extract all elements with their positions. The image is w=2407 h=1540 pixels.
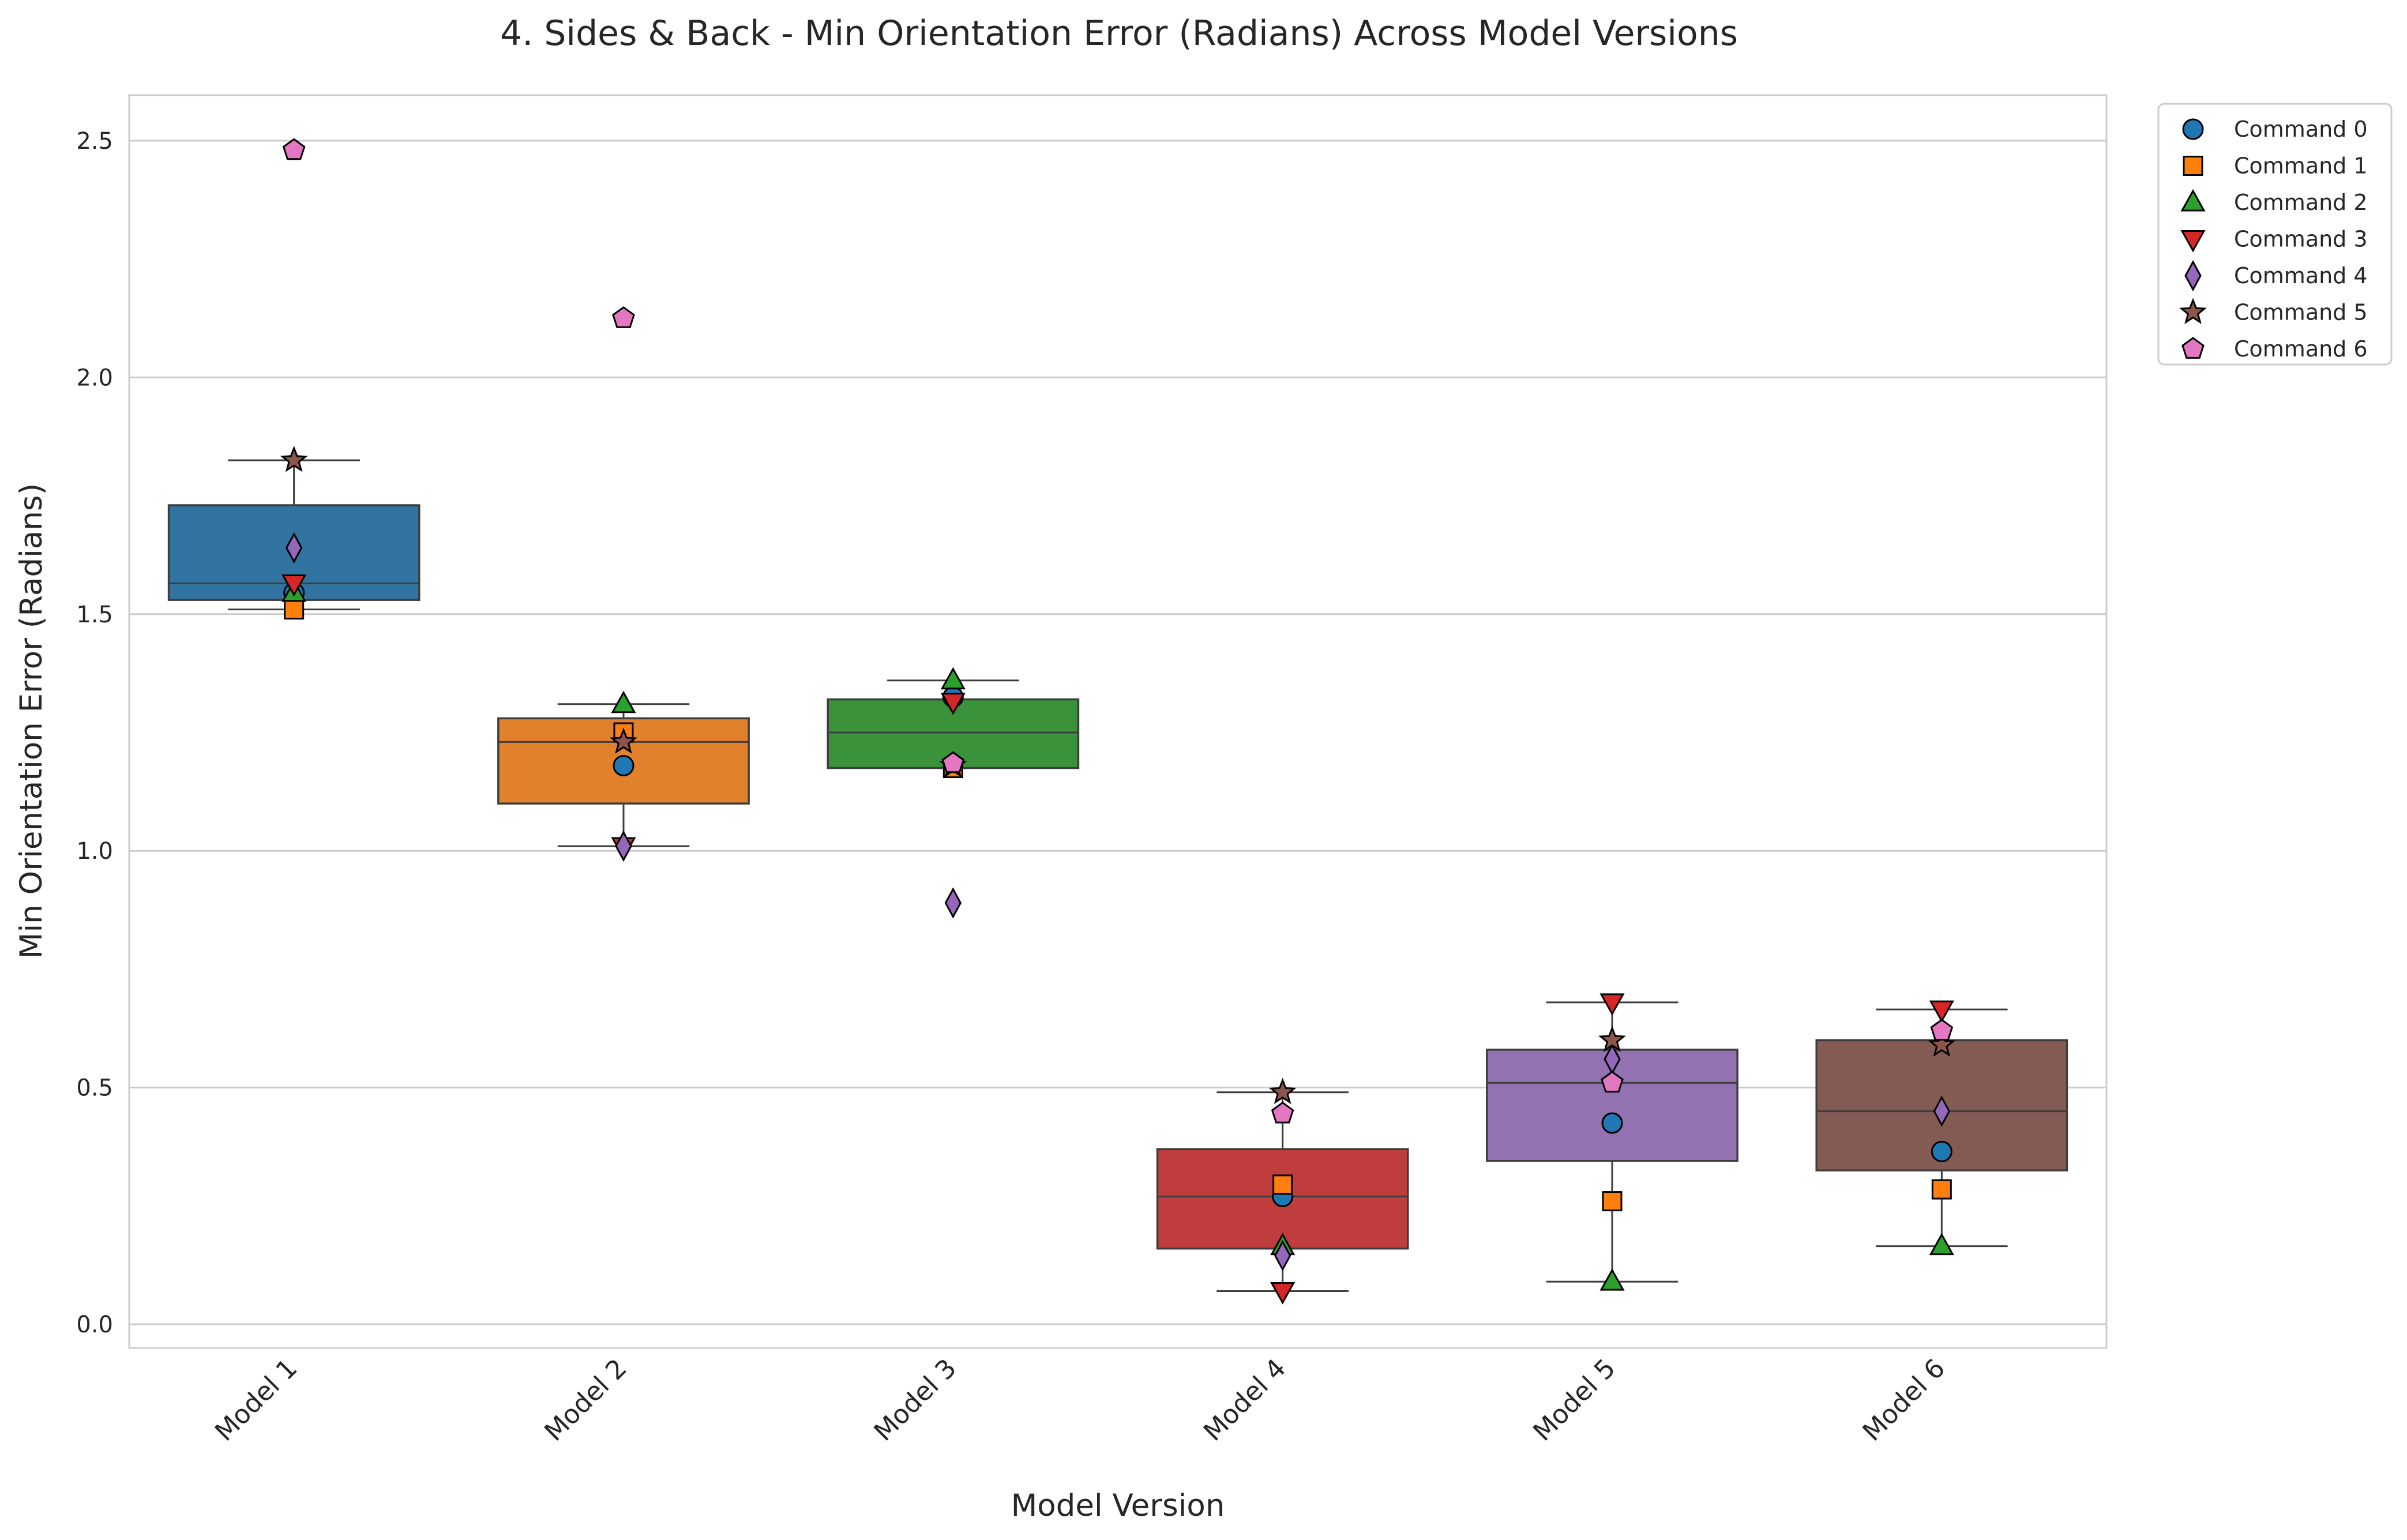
y-tick-label: 0.5 <box>76 1075 113 1102</box>
x-tick-label: Model 6 <box>1857 1353 1951 1447</box>
point-command-5-model-5 <box>1598 1026 1626 1052</box>
legend-label: Command 1 <box>2234 153 2368 179</box>
point-command-1-model-4 <box>1272 1174 1293 1195</box>
point-command-0-model-6 <box>1931 1140 1952 1162</box>
plot-area <box>128 94 2108 1349</box>
x-tick-labels: Model 1 Model 2 Model 3 Model 4 Model 5 Model… <box>209 1353 1951 1447</box>
y-tick-label: 1.5 <box>76 602 113 628</box>
series-4 <box>285 532 1951 1272</box>
legend-label: Command 5 <box>2234 300 2368 325</box>
point-command-3-model-3 <box>940 693 966 715</box>
y-tick-label: 1.0 <box>76 838 113 865</box>
point-command-3-model-6 <box>1929 1000 1954 1023</box>
point-command-6-model-4 <box>1271 1101 1294 1124</box>
legend-marker <box>2181 337 2205 359</box>
point-command-5-model-4 <box>1268 1077 1297 1105</box>
x-tick-label: Model 5 <box>1527 1353 1621 1447</box>
point-command-1-model-5 <box>1602 1191 1623 1212</box>
chart-title: 4. Sides & Back - Min Orientation Error … <box>500 13 1738 54</box>
point-command-5-model-2 <box>610 727 637 754</box>
point-command-4-model-6 <box>1933 1095 1951 1127</box>
legend-marker <box>2180 230 2206 253</box>
x-tick-label: Model 3 <box>868 1353 962 1447</box>
series-6 <box>282 138 1954 1124</box>
point-command-2-model-2 <box>611 690 636 713</box>
point-command-2-model-3 <box>940 667 966 690</box>
legend: Command 0 Command 1 Command 2 Command 3 Comm… <box>2157 103 2393 366</box>
point-command-1-model-1 <box>284 599 305 620</box>
point-command-5-model-1 <box>280 445 308 472</box>
legend-item-2: Command 2 <box>2180 189 2368 215</box>
point-command-0-model-2 <box>613 754 634 776</box>
point-command-6-model-6 <box>1930 1019 1954 1041</box>
x-tick-label: Model 1 <box>209 1353 303 1447</box>
y-tick-labels: 0.0 0.5 1.0 1.5 2.0 2.5 <box>76 128 113 1338</box>
legend-label: Command 4 <box>2234 263 2368 288</box>
point-command-3-model-5 <box>1599 993 1625 1016</box>
legend-marker <box>2182 118 2204 140</box>
point-command-1-model-6 <box>1931 1179 1952 1200</box>
point-command-4-model-2 <box>615 830 632 862</box>
point-command-2-model-6 <box>1929 1233 1954 1256</box>
point-command-6-model-2 <box>612 306 635 328</box>
data-points <box>280 138 1956 1305</box>
point-command-4-model-3 <box>944 887 962 919</box>
x-axis-label: Model Version <box>1011 1488 1225 1523</box>
y-tick-label: 0.0 <box>76 1312 113 1338</box>
point-command-6-model-5 <box>1601 1071 1624 1093</box>
legend-frame <box>2157 103 2393 366</box>
y-tick-label: 2.0 <box>76 365 113 391</box>
box-4 <box>1156 1091 1409 1293</box>
x-tick-label: Model 4 <box>1197 1353 1291 1447</box>
legend-item-6: Command 6 <box>2181 336 2368 362</box>
legend-item-4: Command 4 <box>2184 260 2368 292</box>
y-axis-label: Min Orientation Error (Radians) <box>14 483 49 959</box>
grid <box>129 140 2106 1325</box>
point-command-0-model-5 <box>1601 1112 1623 1134</box>
legend-marker <box>2180 189 2206 212</box>
point-command-4-model-4 <box>1274 1239 1291 1272</box>
point-command-6-model-1 <box>282 138 306 160</box>
legend-item-3: Command 3 <box>2180 227 2368 253</box>
legend-item-5: Command 5 <box>2179 298 2368 325</box>
legend-label: Command 0 <box>2234 117 2368 142</box>
y-tick-label: 2.5 <box>76 128 113 155</box>
point-command-3-model-4 <box>1270 1282 1296 1305</box>
point-command-2-model-5 <box>1599 1268 1625 1291</box>
legend-label: Command 3 <box>2234 227 2368 252</box>
legend-marker <box>2179 298 2207 324</box>
x-tick-label: Model 2 <box>538 1353 632 1447</box>
point-command-5-model-6 <box>1928 1030 1956 1057</box>
series-2 <box>281 579 1954 1291</box>
legend-label: Command 6 <box>2234 336 2368 362</box>
legend-marker <box>2183 156 2203 176</box>
point-command-3-model-1 <box>281 574 307 597</box>
legend-marker <box>2184 260 2202 292</box>
point-command-6-model-3 <box>941 751 965 773</box>
legend-label: Command 2 <box>2234 190 2368 215</box>
legend-item-1: Command 1 <box>2183 153 2368 179</box>
legend-item-0: Command 0 <box>2182 117 2368 142</box>
point-command-4-model-1 <box>285 532 303 564</box>
box-body <box>1156 1148 1409 1250</box>
